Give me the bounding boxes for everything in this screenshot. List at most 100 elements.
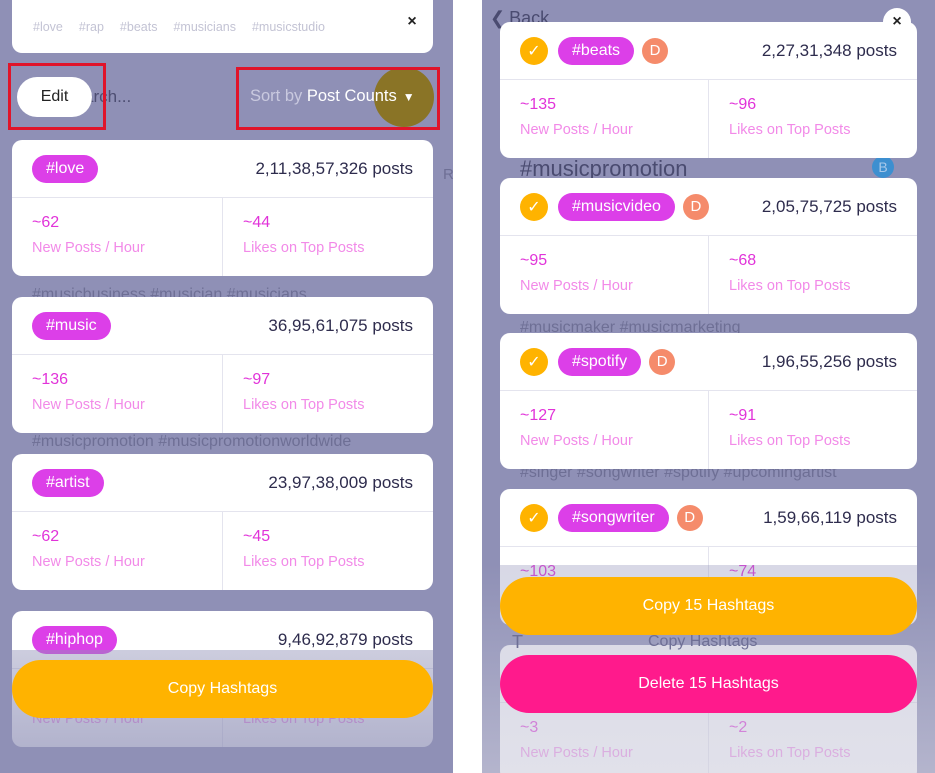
tag-row: #love #rap #beats #musicians #musicstudio	[33, 20, 325, 34]
check-icon[interactable]: ✓	[520, 503, 548, 532]
card-header: #hiphop 9,46,92,879 posts	[12, 611, 433, 669]
sort-value: Post Counts	[306, 87, 397, 105]
post-count: 1,59,66,119 posts	[763, 507, 897, 527]
post-count: 2,27,31,348 posts	[761, 40, 897, 60]
stat-label: New Posts / Hour	[520, 122, 633, 138]
copy-button[interactable]: Copy Hashtags	[12, 660, 433, 718]
stat-value: ~62	[32, 528, 60, 545]
hashtag-pill[interactable]: #love	[32, 154, 99, 183]
card-header: ✓ #songwriter D 1,59,66,119 posts	[500, 489, 917, 547]
stat-label: New Posts / Hour	[32, 240, 145, 256]
stat-value: ~62	[32, 214, 60, 231]
delete-button[interactable]: Delete 15 Hashtags	[500, 655, 917, 713]
hashtag-card: #music 36,95,61,075 posts ~136 New Posts / …	[12, 297, 433, 433]
stat: ~62 New Posts / Hour	[12, 198, 222, 276]
stat: ~45 Likes on Top Posts	[222, 512, 433, 590]
card-header: ✓ #beats D 2,27,31,348 posts	[500, 22, 917, 80]
stat: ~136 New Posts / Hour	[12, 355, 222, 433]
right-screen: ❮ Back #musicpromotion B #musicmaker #musicm…	[482, 0, 935, 773]
edit-button[interactable]: Edit	[17, 77, 92, 117]
hashtag-pill[interactable]: #artist	[32, 468, 104, 497]
behind-text: #musicmaker #musicmarketing	[520, 319, 741, 336]
hashtag-card: ✓ #spotify D 1,96,55,256 posts ~127 New Posts…	[500, 333, 917, 469]
close-button[interactable]: ×	[398, 8, 426, 36]
tag-text: #musicians	[173, 20, 236, 34]
chevron: ▼	[402, 90, 415, 104]
stat: ~91 Likes on Top Posts	[708, 391, 917, 469]
badge: D	[642, 37, 669, 64]
search-text: arch...	[84, 87, 132, 106]
stat-value: ~91	[729, 407, 757, 424]
hashtag-card: #artist 23,97,38,009 posts ~62 New Posts / …	[12, 454, 433, 590]
post-count: 2,05,75,725 posts	[761, 196, 897, 216]
card-header: ✓ #musicvideo D 2,05,75,725 posts	[500, 178, 917, 236]
stat: ~135 New Posts / Hour	[500, 80, 708, 158]
stat: ~95 New Posts / Hour	[500, 236, 708, 314]
close-button[interactable]: ×	[883, 8, 911, 36]
stat: ~68 Likes on Top Posts	[708, 236, 917, 314]
under-letter: T	[512, 632, 523, 652]
card-header: ✓ #spotify D 1,96,55,256 posts	[500, 333, 917, 391]
behind-badge: B	[872, 156, 894, 178]
sort-control[interactable]: Sort by Post Counts ▼	[250, 87, 415, 106]
tag-text: #rap	[78, 20, 104, 34]
sort-prefix: Sort by	[250, 87, 303, 105]
stat-value: ~95	[520, 252, 548, 269]
left-screen: R #love #rap #beats #musicians #musicstudio × a…	[0, 0, 453, 773]
copy-button[interactable]: Copy 15 Hashtags	[500, 577, 917, 635]
stat-label: Likes on Top Posts	[243, 554, 365, 570]
sort-circle	[374, 67, 434, 127]
stat: ~96 Likes on Top Posts	[708, 80, 917, 158]
stat-label: Likes on Top Posts	[729, 433, 851, 449]
back-chevron: ❮	[490, 8, 506, 28]
hashtag-pill[interactable]: #music	[32, 311, 111, 340]
hashtag-card: #love 2,11,38,57,326 posts ~62 New Posts / …	[12, 140, 433, 276]
tag-text: #musicstudio	[251, 20, 325, 34]
hashtag-card: ✓ #musicvideo D 2,05,75,725 posts ~95 New Pos…	[500, 178, 917, 314]
highlight-box	[236, 67, 440, 130]
card-stats: ~136 New Posts / Hour ~97 Likes on Top Post…	[12, 355, 433, 433]
stat-value: ~97	[243, 371, 271, 388]
post-count: 2,11,38,57,326 posts	[255, 158, 413, 178]
post-count: 36,95,61,075 posts	[268, 315, 413, 335]
stat-label: New Posts / Hour	[520, 278, 633, 294]
card-header: #artist 23,97,38,009 posts	[12, 454, 433, 512]
hashtag-pill[interactable]: #spotify	[558, 347, 642, 376]
stat-value: ~135	[520, 96, 557, 113]
stat-label: Likes on Top Posts	[729, 122, 851, 138]
behind-text: #musicpromotion #musicpromotionworldwide	[32, 433, 352, 450]
card-header: #love 2,11,38,57,326 posts	[12, 140, 433, 198]
tag-text: #beats	[119, 20, 158, 34]
stat-value: ~136	[32, 371, 69, 388]
stat-value: ~45	[243, 528, 271, 545]
behind-text: #musicpromotion	[520, 156, 688, 181]
hashtag-pill[interactable]: #songwriter	[558, 503, 669, 532]
stat: ~62 New Posts / Hour	[12, 512, 222, 590]
hashtag-pill[interactable]: #musicvideo	[558, 192, 675, 221]
hashtag-pill[interactable]: #beats	[558, 36, 635, 65]
stat-label: Likes on Top Posts	[243, 397, 365, 413]
card-stats: ~127 New Posts / Hour ~91 Likes on Top Post…	[500, 391, 917, 469]
post-count: 23,97,38,009 posts	[268, 472, 413, 492]
badge: D	[676, 504, 703, 531]
check-icon[interactable]: ✓	[520, 192, 548, 221]
stat: ~97 Likes on Top Posts	[222, 355, 433, 433]
check-icon[interactable]: ✓	[520, 347, 548, 376]
stat-value: ~68	[729, 252, 757, 269]
stat-value: ~127	[520, 407, 557, 424]
stat-label: New Posts / Hour	[32, 397, 145, 413]
card-stats: ~95 New Posts / Hour ~68 Likes on Top Posts	[500, 236, 917, 314]
stat-label: New Posts / Hour	[32, 554, 145, 570]
stat: ~127 New Posts / Hour	[500, 391, 708, 469]
highlight-box	[8, 63, 106, 130]
stat-label: Likes on Top Posts	[243, 240, 365, 256]
hashtag-pill[interactable]: #hiphop	[32, 625, 117, 654]
post-count: 9,46,92,879 posts	[277, 629, 413, 649]
check-icon[interactable]: ✓	[520, 36, 548, 65]
stat-label: New Posts / Hour	[520, 433, 633, 449]
card-header: #music 36,95,61,075 posts	[12, 297, 433, 355]
tag-text: #love	[33, 20, 63, 34]
under-text: Copy Hashtags	[648, 633, 758, 650]
badge: D	[682, 193, 709, 220]
